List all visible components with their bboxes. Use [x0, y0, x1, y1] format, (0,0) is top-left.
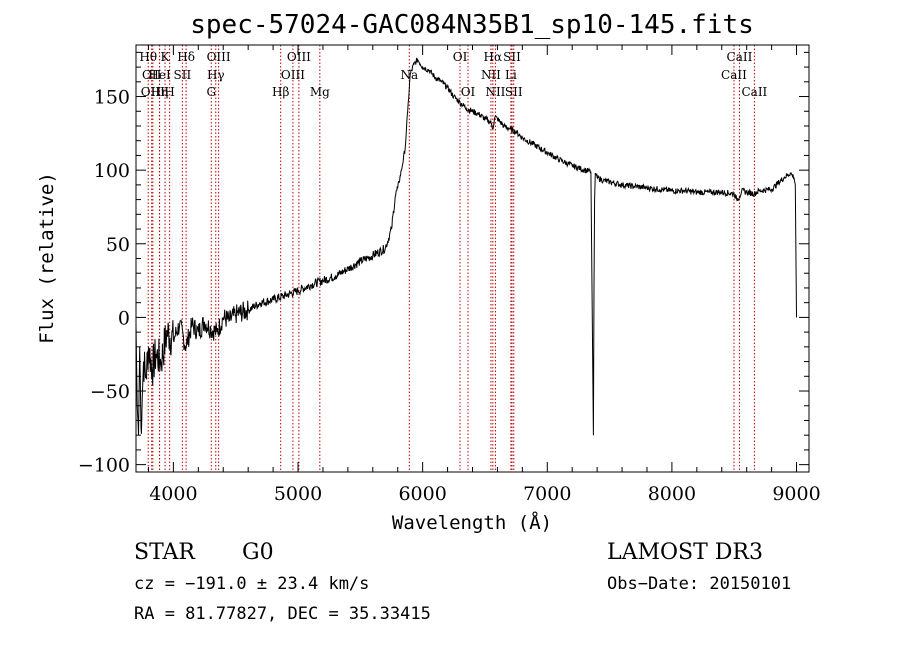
spectral-line-label: NII [481, 68, 501, 82]
y-tick-label: 150 [94, 87, 130, 109]
y-tick-label: 0 [118, 307, 130, 329]
spectral-line-label: OIII [141, 85, 165, 99]
y-axis-label: Flux (relative) [36, 172, 58, 344]
axis-ticks: 4000 5000 6000 7000 8000 9000 −100 −50 0 50 100 150 [78, 45, 821, 505]
spectral-line-label: Hα [484, 50, 503, 64]
spectral-line-label: CaII [727, 50, 753, 64]
observation-date: Obs−Date: 20150101 [607, 574, 792, 594]
spectral-line-label: SII [174, 68, 192, 82]
spectral-line-label: K [161, 50, 171, 64]
y-tick-label: 50 [106, 234, 130, 256]
spectral-line-label: HeI [148, 68, 171, 82]
spectral-line-label: Hγ [207, 68, 225, 82]
x-tick-label: 5000 [274, 483, 322, 505]
spectral-line-label: OIII [281, 68, 305, 82]
flux-series-line [135, 57, 797, 436]
x-tick-label: 7000 [523, 483, 571, 505]
survey-name: LAMOST DR3 [607, 540, 763, 565]
spectral-line-label: CaII [721, 68, 747, 82]
y-tick-label: −100 [78, 455, 130, 477]
spectral-line-label: Hθ [139, 50, 157, 64]
spectral-line-label: Mg [310, 85, 330, 99]
spectral-line-label: Hη [151, 85, 169, 99]
x-tick-label: 6000 [398, 483, 446, 505]
spectral-line-label: OIII [207, 50, 231, 64]
x-tick-label: 9000 [772, 483, 820, 505]
object-class: STAR [134, 540, 195, 565]
spectral-line-label: CaII [741, 85, 767, 99]
chart-title: spec-57024-GAC084N35B1_sp10-145.fits [190, 10, 754, 40]
spectral-line-label: SII [505, 85, 523, 99]
spectral-line-label: OII [142, 68, 162, 82]
spectral-line-label: SII [503, 50, 521, 64]
spectral-line-label: OI [461, 85, 476, 99]
spectral-line-label: Na [400, 68, 418, 82]
spectral-line-label: Hβ [272, 85, 289, 99]
plot-frame [135, 44, 810, 473]
y-tick-label: 100 [94, 160, 130, 182]
x-axis-label: Wavelength (Å) [392, 511, 552, 534]
object-subclass: G0 [242, 540, 274, 565]
spectral-line-label: G [206, 85, 216, 99]
coordinates: RA = 81.77827, DEC = 35.33415 [134, 604, 431, 624]
spectral-line-label: OIII [287, 50, 311, 64]
x-tick-label: 8000 [648, 483, 696, 505]
redshift-value: cz = −191.0 ± 23.4 km/s [134, 574, 370, 594]
spectral-line-label: OI [453, 50, 468, 64]
spectral-line-markers [147, 45, 755, 472]
y-tick-label: −50 [90, 381, 130, 403]
x-tick-label: 4000 [149, 483, 197, 505]
spectral-line-label: NII [485, 85, 505, 99]
spectral-line-label: Li [505, 68, 517, 82]
spectral-line-label: Hδ [177, 50, 195, 64]
spectral-line-label: H [164, 85, 174, 99]
